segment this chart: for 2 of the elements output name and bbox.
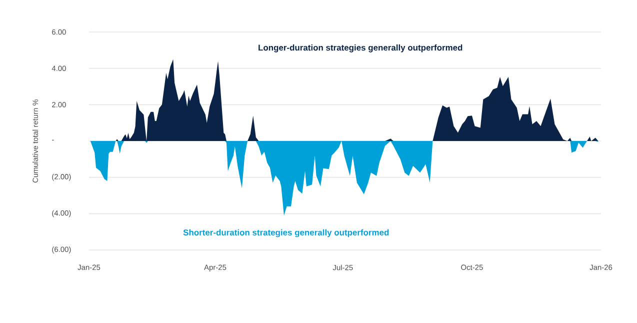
annotation: Longer-duration strategies generally outperformed: [258, 44, 462, 52]
annotation: Shorter-duration strategies generally outperformed: [183, 229, 389, 238]
